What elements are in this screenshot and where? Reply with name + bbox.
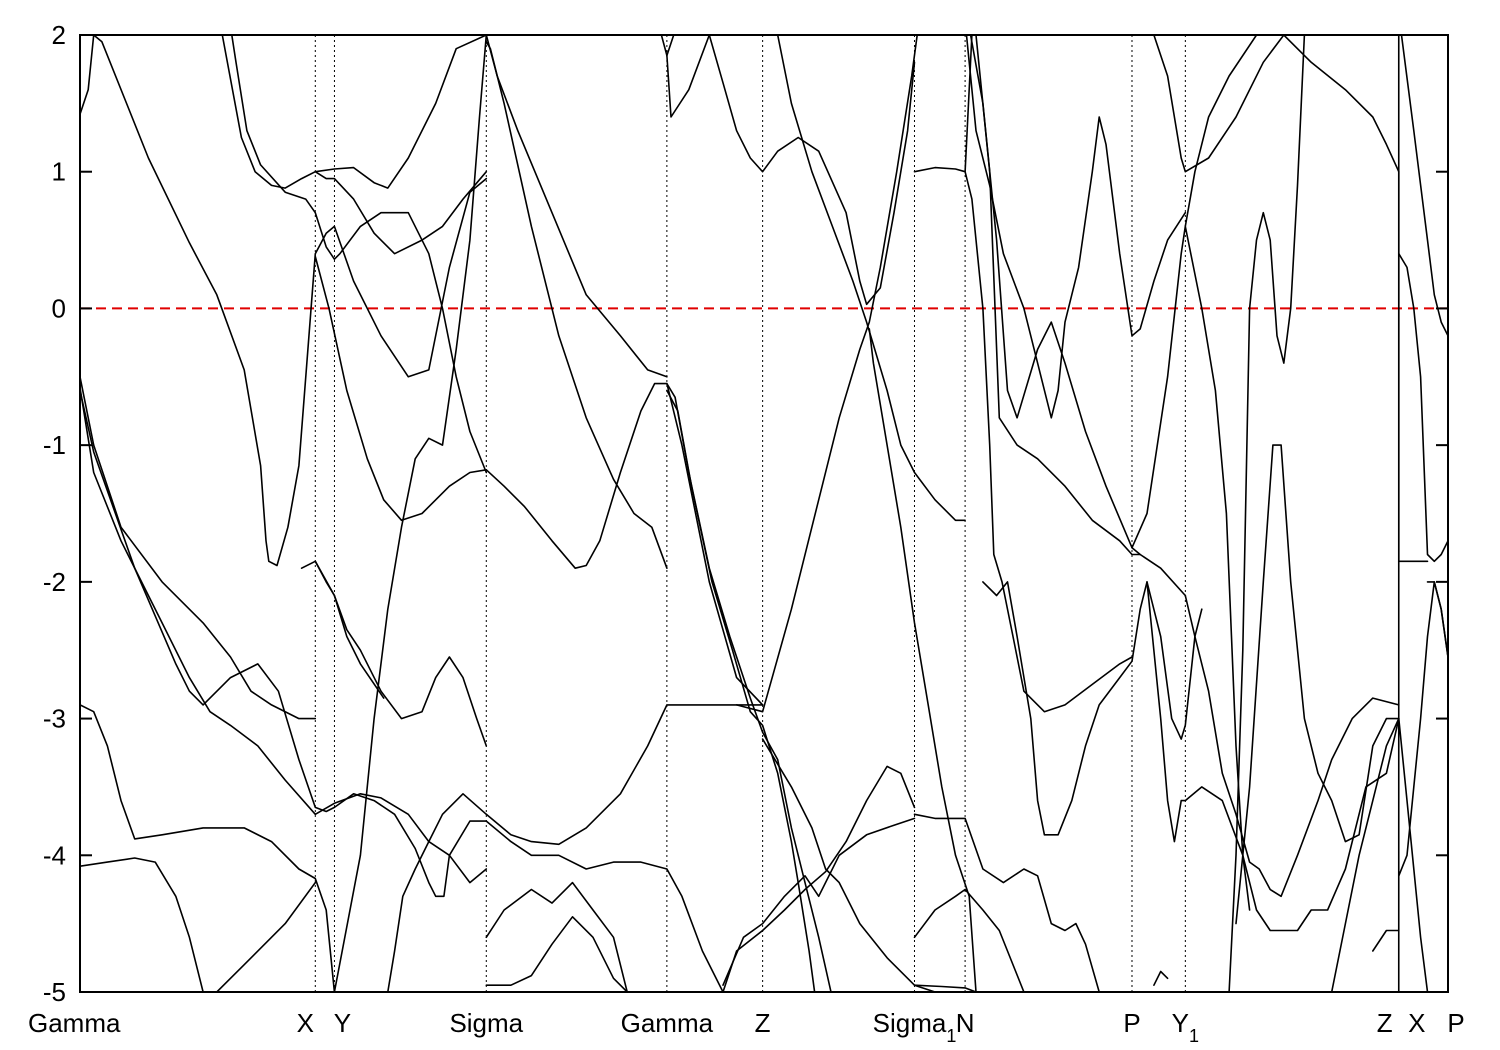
kpoint-label-sub-6: 1: [946, 1026, 956, 1046]
band-line-41: [975, 35, 1141, 556]
band-line-25: [666, 382, 832, 992]
band-line-45: [1146, 581, 1400, 932]
band-line-57: [1398, 581, 1448, 877]
band-line-11: [314, 255, 488, 522]
band-line-23: [666, 35, 711, 118]
band-line-42: [982, 581, 1133, 836]
plot-frame: [79, 34, 1449, 993]
band-line-49: [1184, 225, 1251, 911]
band-line-43: [1131, 581, 1203, 740]
kpoint-label-12: P: [1447, 1008, 1464, 1038]
band-line-17: [485, 35, 668, 378]
band-line-34: [913, 166, 1133, 713]
band-line-38: [964, 35, 973, 173]
kpoint-label-2: Y: [334, 1008, 351, 1038]
x-axis-kpoint-labels: Gamma X Y Sigma Gamma Z Sigma1 N P Y1 Z X P: [28, 1008, 1465, 1046]
band-line-52: [1330, 717, 1400, 992]
band-line-60: [1426, 581, 1448, 658]
band-line-19: [485, 704, 764, 846]
band-line-35: [913, 888, 1025, 992]
band-line-18: [485, 382, 764, 706]
band-line-10: [314, 170, 488, 255]
y-tick-label-2: 0: [52, 293, 66, 323]
band-lines: [80, 35, 1448, 992]
band-line-36: [913, 813, 1100, 992]
band-line-37: [913, 984, 977, 992]
kpoint-label-4: Gamma: [621, 1008, 714, 1038]
band-line-50: [1228, 35, 1306, 992]
kpoint-label-6: Sigma1: [873, 1008, 957, 1046]
band-line-5: [80, 857, 204, 992]
band-line-53: [1372, 929, 1400, 952]
band-line-13: [300, 560, 385, 699]
band-line-28: [722, 817, 916, 987]
band-line-6: [80, 389, 488, 898]
band-line-31: [735, 35, 919, 713]
band-line-12: [314, 560, 488, 747]
band-line-15: [333, 35, 488, 992]
band-line-47: [1153, 35, 1400, 173]
band-line-46: [1153, 970, 1169, 987]
band-line-30: [776, 35, 966, 522]
band-line-8: [231, 35, 488, 474]
band-line-7: [216, 881, 317, 992]
band-line-2: [80, 386, 488, 884]
band-line-51: [1235, 444, 1400, 925]
band-line-33: [868, 328, 977, 992]
band-line-9: [221, 35, 488, 189]
y-tick-label-0: 2: [52, 20, 66, 50]
band-line-20: [485, 820, 724, 992]
kpoint-label-11: X: [1408, 1008, 1425, 1038]
band-line-21: [485, 881, 629, 992]
band-line-59: [1400, 35, 1448, 337]
y-tick-label-3: -1: [43, 430, 66, 460]
kpoint-label-7: N: [956, 1008, 975, 1038]
kpoint-label-sub-9: 1: [1189, 1026, 1199, 1046]
kpoint-label-5: Z: [755, 1008, 771, 1038]
kpoint-label-1: X: [297, 1008, 314, 1038]
band-line-27: [722, 765, 916, 992]
y-tick-label-4: -2: [43, 567, 66, 597]
kpoint-label-9: Y1: [1172, 1008, 1199, 1046]
y-axis-ticks: 2 1 0 -1 -2 -3 -4 -5: [43, 20, 1448, 1007]
band-line-32: [761, 738, 936, 992]
band-line-40: [969, 35, 1187, 597]
kpoint-label-0: Gamma: [28, 1008, 121, 1038]
band-line-0: [80, 35, 95, 116]
band-line-3: [80, 375, 317, 720]
y-tick-label-7: -5: [43, 977, 66, 1007]
band-line-48: [1184, 594, 1400, 898]
band-line-4: [80, 704, 336, 992]
kpoint-label-10: Z: [1377, 1008, 1393, 1038]
y-tick-label-1: 1: [52, 157, 66, 187]
kpoint-label-8: P: [1123, 1008, 1140, 1038]
y-tick-label-6: -4: [43, 840, 66, 870]
band-line-29: [708, 35, 916, 306]
band-line-22: [485, 915, 629, 992]
band-line-58: [1398, 717, 1429, 992]
band-line-39: [965, 35, 1187, 419]
y-tick-label-5: -3: [43, 704, 66, 734]
band-line-1: [92, 35, 488, 567]
band-line-56: [1398, 252, 1448, 563]
band-line-24: [660, 35, 675, 57]
kpoint-label-3: Sigma: [449, 1008, 523, 1038]
band-line-14: [386, 792, 488, 992]
